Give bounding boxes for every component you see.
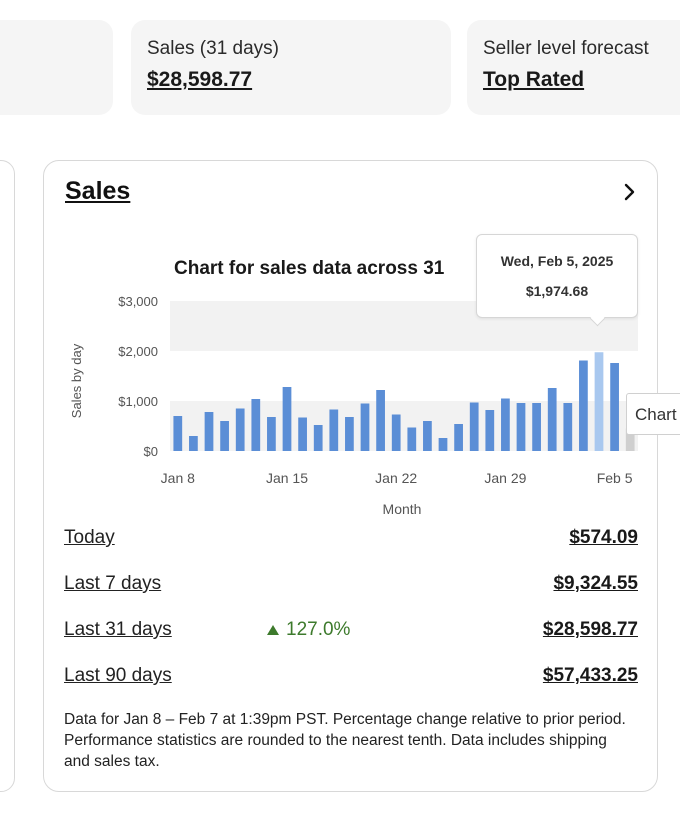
metric-label[interactable]: Last 7 days [64, 573, 162, 594]
metric-value[interactable]: $57,433.25 [542, 665, 638, 686]
chart-bar[interactable] [532, 403, 541, 451]
sales-summary-label: Sales (31 days) [147, 38, 280, 59]
y-tick-label: $3,000 [118, 294, 158, 309]
chart-bar[interactable] [251, 399, 261, 451]
chart-bar[interactable] [204, 412, 214, 451]
chart-bar[interactable] [579, 360, 588, 452]
chart-bar[interactable] [516, 403, 526, 451]
chart-bar[interactable] [267, 417, 276, 451]
x-tick-label: Jan 15 [266, 470, 308, 486]
chart-band [170, 401, 638, 451]
chart-bar[interactable] [501, 398, 510, 452]
chevron-right-button[interactable] [612, 175, 646, 209]
metric-change: 127.0% [266, 619, 350, 641]
y-axis-label: Sales by day [69, 343, 84, 418]
chart-bar[interactable] [173, 416, 183, 451]
tooltip-date: Wed, Feb 5, 2025 [500, 253, 614, 269]
x-axis-label: Month [383, 501, 422, 517]
chart-title: Chart for sales data across 31 [174, 258, 445, 279]
chart-bar[interactable] [282, 387, 292, 451]
sales-card: Sales Chart for sales data across 31 $0 $… [43, 160, 680, 792]
chart-bar[interactable] [625, 428, 635, 452]
summary-card-left[interactable] [0, 20, 113, 115]
sales-title-link[interactable]: Sales [65, 177, 131, 205]
chart-bar[interactable] [407, 427, 417, 452]
chart-bar[interactable] [454, 424, 463, 451]
metric-value[interactable]: $28,598.77 [542, 619, 638, 640]
metric-row-today: Today $574.09 [64, 527, 638, 553]
chart-bar[interactable] [563, 403, 573, 451]
triangle-up-icon [267, 624, 279, 635]
y-tick-label: $0 [144, 444, 158, 459]
x-tick-label: Jan 22 [375, 470, 417, 486]
chart-bar[interactable] [360, 403, 370, 452]
metric-change-value: 127.0% [286, 619, 351, 640]
metric-label[interactable]: Last 31 days [64, 619, 172, 640]
left-panel [0, 160, 15, 792]
chart-bar[interactable] [485, 410, 495, 451]
x-tick-label: Jan 8 [161, 470, 195, 486]
x-tick-label: Jan 29 [484, 470, 526, 486]
metric-row-last-90-days: Last 90 days $57,433.25 [64, 665, 638, 691]
chart-view-button[interactable]: Chart [626, 393, 680, 435]
data-footnote: Data for Jan 8 – Feb 7 at 1:39pm PST. Pe… [64, 711, 626, 770]
chart-tooltip: Wed, Feb 5, 2025 $1,974.68 [476, 234, 638, 318]
sales-chart: Chart for sales data across 31 $0 $1,000 $… [69, 258, 638, 517]
chart-bar[interactable] [594, 352, 604, 451]
tooltip-value: $1,974.68 [525, 283, 589, 299]
metric-label[interactable]: Last 90 days [64, 665, 172, 686]
metric-value[interactable]: $574.09 [569, 527, 638, 548]
metric-value[interactable]: $9,324.55 [553, 573, 638, 594]
chart-bar[interactable] [298, 417, 307, 452]
metric-label[interactable]: Today [64, 527, 115, 548]
metric-row-last-7-days: Last 7 days $9,324.55 [64, 573, 638, 599]
chart-bar[interactable] [610, 363, 619, 451]
summary-card-sales[interactable]: Sales (31 days) $28,598.77 [131, 20, 451, 115]
chart-bar[interactable] [313, 425, 323, 451]
summary-card-seller-level[interactable]: Seller level forecast Top Rated [467, 20, 680, 115]
y-tick-label: $2,000 [118, 344, 158, 359]
sales-summary-value[interactable]: $28,598.77 [147, 68, 253, 91]
chart-bar[interactable] [438, 438, 448, 451]
chart-bar[interactable] [235, 408, 245, 452]
x-tick-label: Feb 5 [597, 470, 633, 486]
seller-level-label: Seller level forecast [483, 38, 649, 59]
chart-bar[interactable] [345, 417, 354, 451]
chart-bar[interactable] [220, 421, 229, 451]
seller-level-value[interactable]: Top Rated [483, 68, 585, 91]
chart-bar[interactable] [376, 390, 385, 451]
y-tick-label: $1,000 [118, 394, 158, 409]
chart-bar[interactable] [189, 436, 198, 451]
chart-bar[interactable] [469, 402, 479, 452]
metric-row-last-31-days: Last 31 days 127.0% $28,598.77 [64, 619, 638, 645]
chart-bar[interactable] [423, 421, 432, 451]
chart-bar[interactable] [391, 414, 401, 452]
chart-bar[interactable] [547, 388, 557, 451]
chart-bar[interactable] [329, 409, 339, 452]
chevron-right-icon [624, 183, 635, 201]
